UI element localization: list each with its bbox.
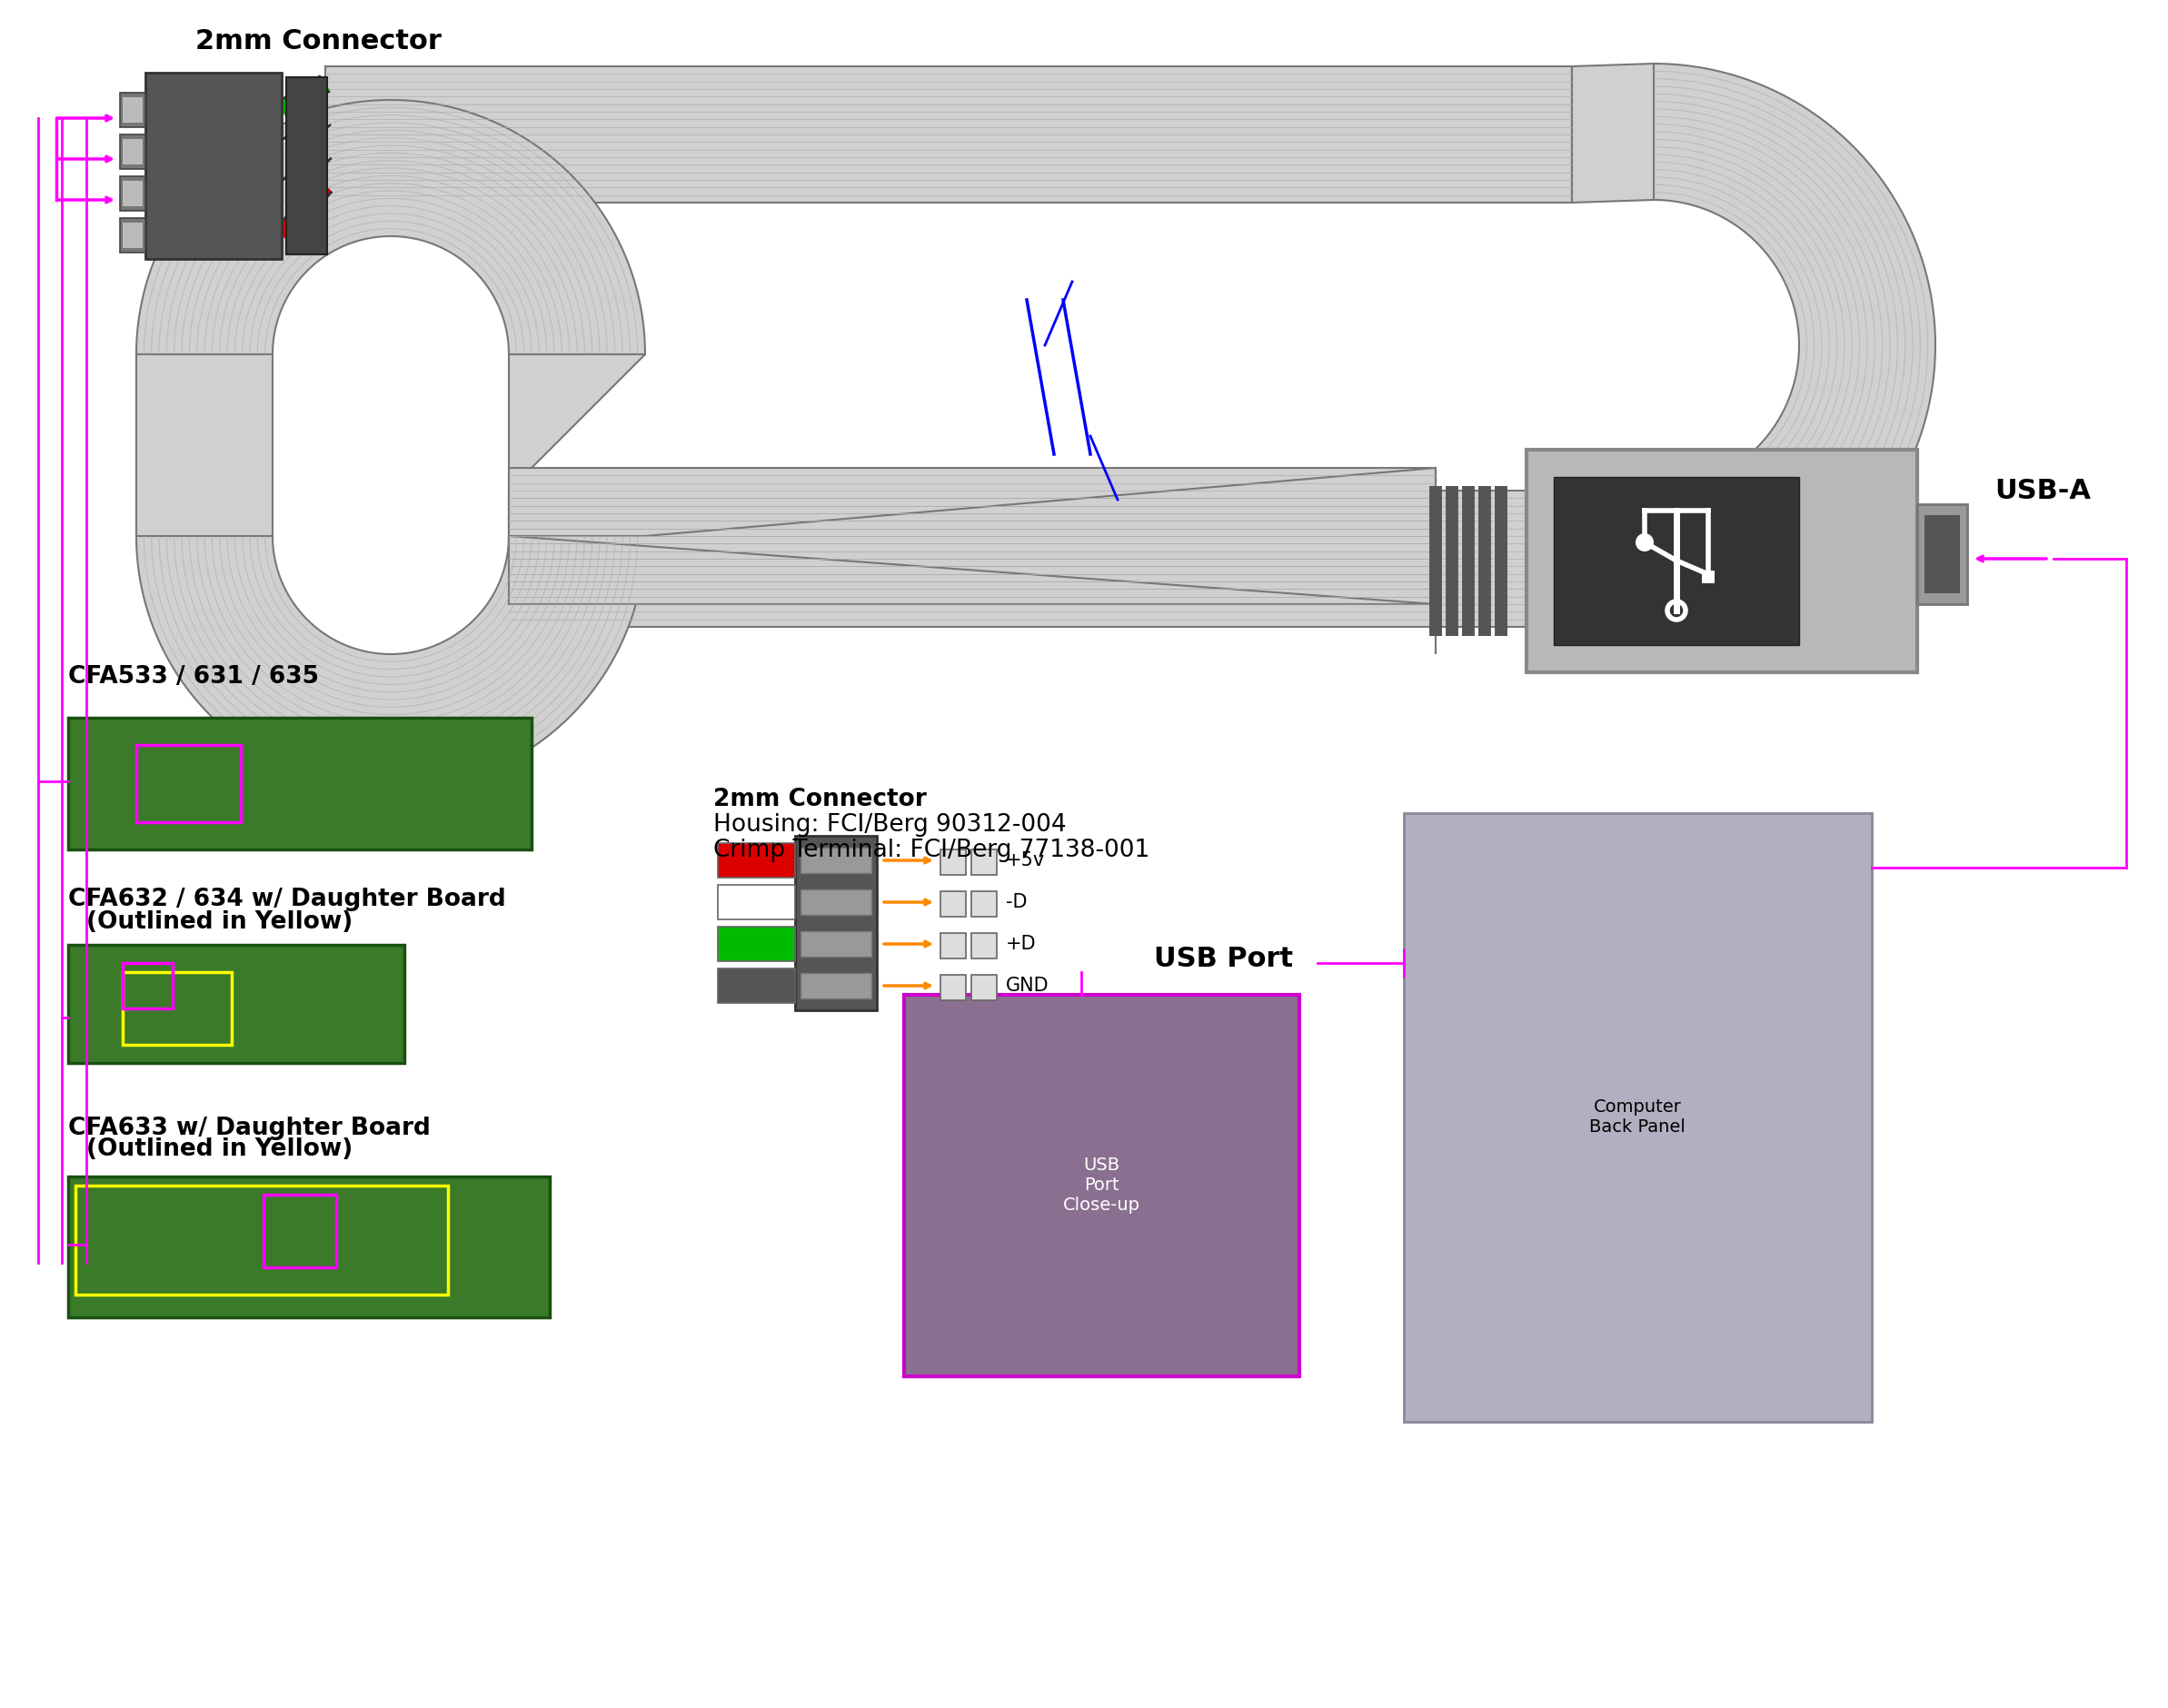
Text: USB-A: USB-A bbox=[1995, 478, 2090, 504]
Bar bbox=[119, 135, 145, 169]
Bar bbox=[971, 975, 997, 1001]
Bar bbox=[941, 975, 967, 1001]
Bar bbox=[941, 849, 967, 874]
Bar bbox=[1702, 570, 1715, 582]
Text: CFA633 w/ Daughter Board: CFA633 w/ Daughter Board bbox=[67, 1117, 431, 1141]
Bar bbox=[1925, 516, 1960, 593]
Text: USB
Port
Close-up: USB Port Close-up bbox=[1062, 1156, 1140, 1214]
Text: CFA632 / 634 w/ Daughter Board: CFA632 / 634 w/ Daughter Board bbox=[67, 888, 505, 912]
Bar bbox=[796, 835, 876, 1009]
Polygon shape bbox=[137, 354, 273, 536]
Bar bbox=[718, 844, 796, 878]
Text: Crimp Terminal: FCI/Berg 77138-001: Crimp Terminal: FCI/Berg 77138-001 bbox=[713, 839, 1149, 863]
Text: USB Port: USB Port bbox=[1153, 945, 1292, 972]
Polygon shape bbox=[137, 101, 646, 354]
Bar bbox=[124, 222, 143, 248]
Bar bbox=[124, 963, 173, 1008]
Bar bbox=[124, 138, 143, 164]
Bar bbox=[971, 892, 997, 917]
Text: (Outlined in Yellow): (Outlined in Yellow) bbox=[87, 910, 353, 934]
Text: (Outlined in Yellow): (Outlined in Yellow) bbox=[87, 1138, 353, 1161]
Bar bbox=[119, 92, 145, 126]
Bar bbox=[67, 717, 531, 849]
Text: -D: -D bbox=[1006, 893, 1028, 912]
Circle shape bbox=[1635, 533, 1654, 552]
Bar bbox=[119, 176, 145, 210]
Bar bbox=[145, 73, 282, 260]
Bar bbox=[1554, 477, 1799, 646]
Text: 2mm Connector: 2mm Connector bbox=[713, 787, 926, 811]
Bar bbox=[718, 927, 796, 962]
Text: 2mm Connector: 2mm Connector bbox=[195, 27, 442, 55]
Bar bbox=[941, 892, 967, 917]
Polygon shape bbox=[509, 354, 646, 627]
Bar bbox=[67, 945, 405, 1062]
Bar bbox=[904, 994, 1299, 1377]
Bar bbox=[971, 849, 997, 874]
Bar bbox=[137, 745, 241, 822]
Bar bbox=[718, 885, 796, 919]
Polygon shape bbox=[325, 67, 1572, 203]
Text: GND: GND bbox=[1006, 977, 1049, 994]
Bar bbox=[971, 933, 997, 958]
Bar bbox=[800, 890, 872, 915]
Polygon shape bbox=[509, 468, 1435, 605]
Bar bbox=[1526, 449, 1917, 673]
Bar bbox=[124, 97, 143, 123]
Text: Computer
Back Panel: Computer Back Panel bbox=[1589, 1098, 1685, 1136]
Bar bbox=[800, 847, 872, 873]
Bar bbox=[800, 974, 872, 999]
Polygon shape bbox=[509, 468, 1435, 605]
Text: +5v: +5v bbox=[1006, 851, 1045, 869]
Bar bbox=[76, 1185, 449, 1295]
Bar bbox=[1405, 813, 1871, 1421]
Bar bbox=[941, 933, 967, 958]
Polygon shape bbox=[1572, 63, 1654, 203]
Polygon shape bbox=[509, 490, 1654, 627]
Bar bbox=[124, 181, 143, 207]
Bar bbox=[67, 1177, 551, 1317]
Bar bbox=[1917, 504, 1966, 605]
Text: Housing: FCI/Berg 90312-004: Housing: FCI/Berg 90312-004 bbox=[713, 813, 1067, 837]
Bar bbox=[119, 219, 145, 253]
Bar bbox=[124, 972, 232, 1045]
Bar bbox=[286, 77, 327, 254]
Bar bbox=[800, 931, 872, 956]
Bar bbox=[718, 968, 796, 1003]
Text: +D: +D bbox=[1006, 934, 1036, 953]
Bar bbox=[264, 1194, 336, 1267]
Polygon shape bbox=[1654, 63, 1936, 627]
Text: CFA533 / 631 / 635: CFA533 / 631 / 635 bbox=[67, 664, 319, 688]
Polygon shape bbox=[137, 536, 646, 791]
